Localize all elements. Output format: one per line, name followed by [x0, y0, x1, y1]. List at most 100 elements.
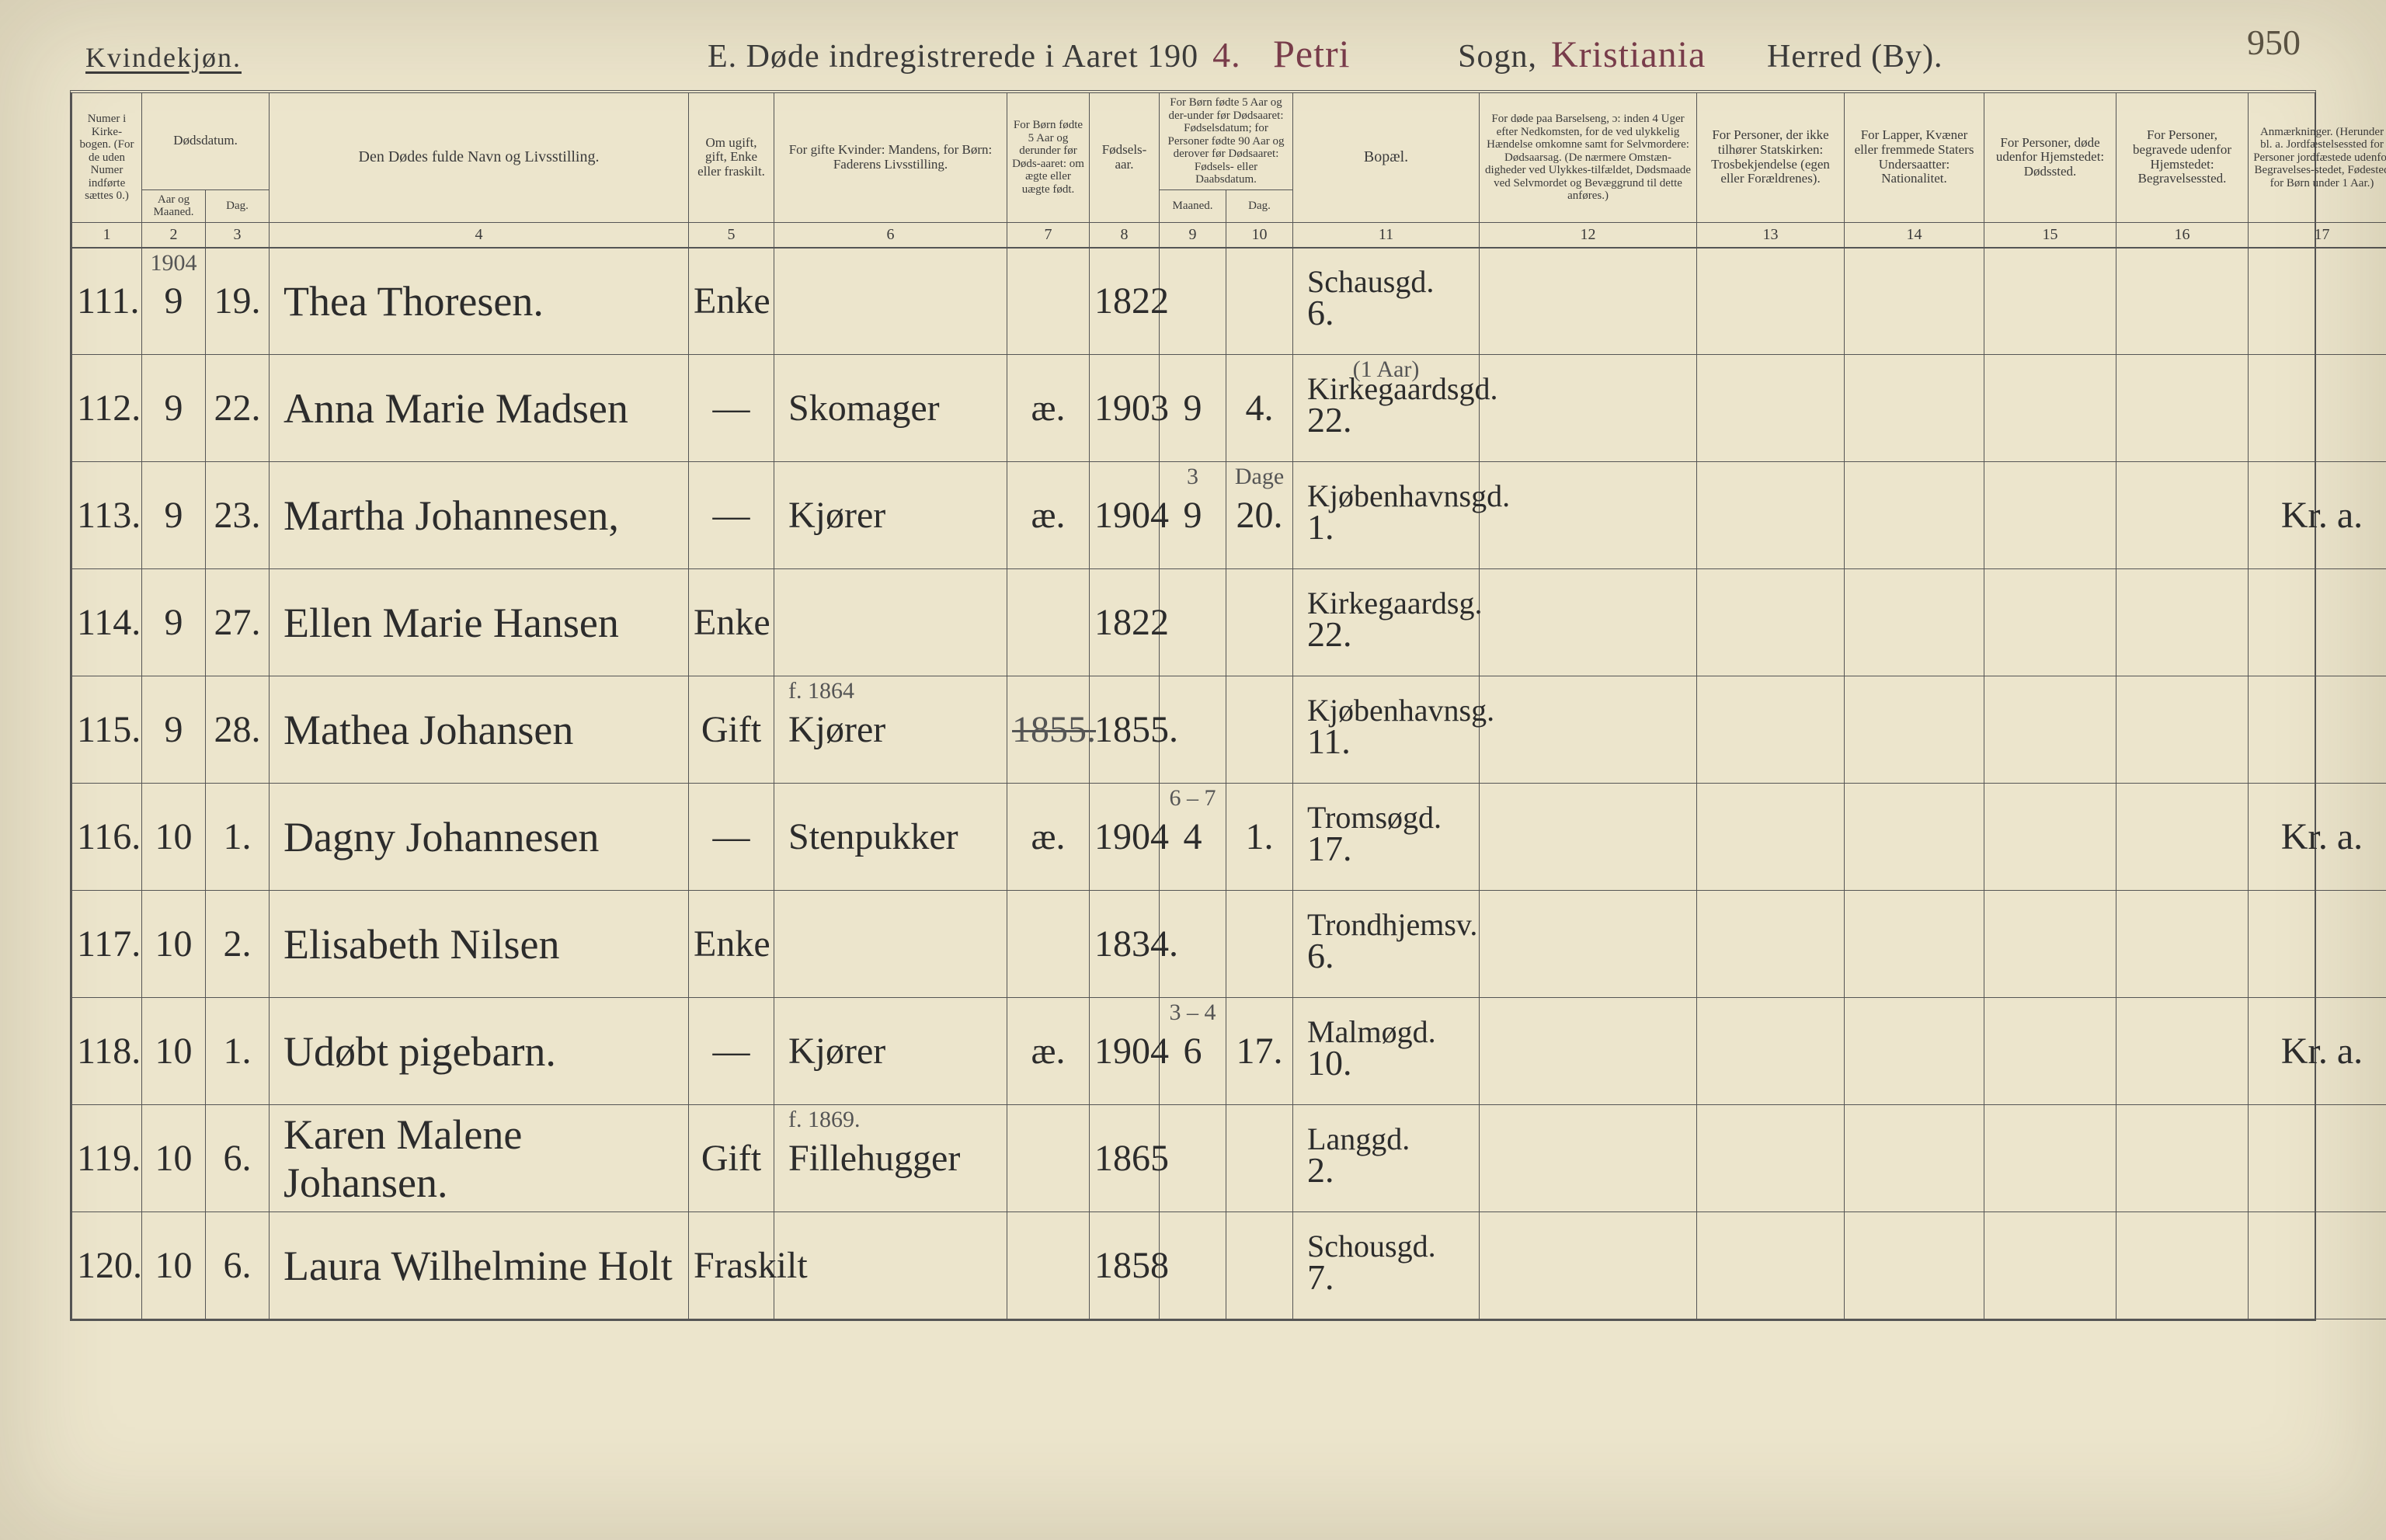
col-12-header: For døde paa Barselseng, ɔ: inden 4 Uger… [1480, 93, 1697, 222]
cell-birth-day [1226, 891, 1293, 998]
cell-residence: Kirkegaardsg.22. [1293, 569, 1480, 676]
cell-birth-year: 1904 [1090, 998, 1160, 1105]
cell-civil: Enke [689, 248, 774, 355]
cell-legitimacy: æ. [1007, 998, 1090, 1105]
cell-name: Elisabeth Nilsen [270, 891, 689, 998]
cell-day: 19. [206, 248, 270, 355]
cell-cause [1480, 676, 1697, 784]
cell-residence: Kjøbenhavnsgd.1. [1293, 462, 1480, 569]
col-14-header: For Lapper, Kvæner eller fremmede Stater… [1845, 93, 1984, 222]
cell-name: Udøbt pigebarn. [270, 998, 689, 1105]
cell-cause [1480, 462, 1697, 569]
cell-birth-year: 1822 [1090, 248, 1160, 355]
col-9-header: Maaned. [1160, 189, 1226, 222]
cell-deathplace [1984, 891, 2116, 998]
table-row: 119.106.Karen Malene Johansen.Giftf. 186… [72, 1105, 2386, 1212]
cell-month: 10 [142, 998, 206, 1105]
colnum: 13 [1697, 222, 1845, 248]
cell-remarks [2249, 569, 2386, 676]
cell-num: 115. [72, 676, 142, 784]
cell-day: 27. [206, 569, 270, 676]
ledger-page: 950 Kvindekjøn. E. Døde indregistrerede … [0, 0, 2386, 1540]
cell-nationality [1845, 676, 1984, 784]
sogn-label: Sogn, [1458, 38, 1537, 75]
cell-faith [1697, 569, 1845, 676]
cell-birth-day: Dage20. [1226, 462, 1293, 569]
cell-month: 10 [142, 891, 206, 998]
title-line: E. Døde indregistrerede i Aaret 1904. Pe… [708, 31, 1943, 76]
cell-month: 9 [142, 676, 206, 784]
colnum: 16 [2116, 222, 2249, 248]
cell-birth-year: 1822 [1090, 569, 1160, 676]
cell-month: 10 [142, 1105, 206, 1212]
cell-remarks [2249, 891, 2386, 998]
cell-cause [1480, 248, 1697, 355]
col-4-header: Den Dødes fulde Navn og Livsstilling. [270, 93, 689, 222]
cell-burialplace [2116, 1105, 2249, 1212]
cell-nationality [1845, 1212, 1984, 1319]
col-1-header: Numer i Kirke-bogen. (For de uden Numer … [72, 93, 142, 222]
colnum: 11 [1293, 222, 1480, 248]
cell-name: Martha Johannesen, [270, 462, 689, 569]
cell-legitimacy: æ. [1007, 784, 1090, 891]
cell-burialplace [2116, 784, 2249, 891]
cell-num: 114. [72, 569, 142, 676]
cell-burialplace [2116, 891, 2249, 998]
herred-label: Herred (By). [1767, 38, 1943, 75]
cell-month: 9 [142, 569, 206, 676]
cell-civil: Gift [689, 1105, 774, 1212]
cell-remarks [2249, 676, 2386, 784]
cell-legitimacy: æ. [1007, 462, 1090, 569]
table-row: 112.922.Anna Marie Madsen—Skomageræ.1903… [72, 355, 2386, 462]
cell-civil: — [689, 998, 774, 1105]
cell-birth-year: 1855. [1090, 676, 1160, 784]
cell-num: 117. [72, 891, 142, 998]
table-row: 117.102.Elisabeth NilsenEnke1834.Trondhj… [72, 891, 2386, 998]
cell-num: 112. [72, 355, 142, 462]
cell-num: 120. [72, 1212, 142, 1319]
cell-birth-day: 1. [1226, 784, 1293, 891]
col-2a-header: Aar og Maaned. [142, 189, 206, 222]
cell-remarks [2249, 355, 2386, 462]
cell-birth-month: 3 – 46 [1160, 998, 1226, 1105]
cell-faith [1697, 355, 1845, 462]
cell-residence: Kjøbenhavnsg.11. [1293, 676, 1480, 784]
cell-deathplace [1984, 1212, 2116, 1319]
cell-burialplace [2116, 355, 2249, 462]
cell-legitimacy [1007, 891, 1090, 998]
cell-day: 22. [206, 355, 270, 462]
colnum: 15 [1984, 222, 2116, 248]
table-row: 113.923.Martha Johannesen,—Kjøreræ.19043… [72, 462, 2386, 569]
cell-name: Dagny Johannesen [270, 784, 689, 891]
cell-birth-month [1160, 891, 1226, 998]
cell-num: 118. [72, 998, 142, 1105]
colnum: 17 [2249, 222, 2386, 248]
cell-nationality [1845, 248, 1984, 355]
col-10-header: Dag. [1226, 189, 1293, 222]
cell-burialplace [2116, 998, 2249, 1105]
table-row: 116.101.Dagny Johannesen—Stenpukkeræ.190… [72, 784, 2386, 891]
cell-occupation: f. 1864Kjører [774, 676, 1007, 784]
cell-birth-year: 1903 [1090, 355, 1160, 462]
cell-deathplace [1984, 676, 2116, 784]
col-9-10-header: For Børn fødte 5 Aar og der-under før Dø… [1160, 93, 1293, 189]
col-16-header: For Personer, begravede udenfor Hjemsted… [2116, 93, 2249, 222]
herred-name: Kristiania [1551, 33, 1753, 76]
table-body: 111.1904919.Thea Thoresen.Enke1822Schaus… [72, 248, 2386, 1319]
cell-nationality [1845, 462, 1984, 569]
cell-month: 9 [142, 462, 206, 569]
cell-remarks: Kr. a. [2249, 784, 2386, 891]
cell-birth-month [1160, 1212, 1226, 1319]
cell-burialplace [2116, 676, 2249, 784]
cell-faith [1697, 784, 1845, 891]
cell-num: 119. [72, 1105, 142, 1212]
cell-remarks: Kr. a. [2249, 998, 2386, 1105]
cell-legitimacy [1007, 569, 1090, 676]
cell-faith [1697, 1105, 1845, 1212]
cell-nationality [1845, 1105, 1984, 1212]
cell-cause [1480, 891, 1697, 998]
cell-name: Thea Thoresen. [270, 248, 689, 355]
col-5-header: Om ugift, gift, Enke eller fraskilt. [689, 93, 774, 222]
cell-residence: Trondhjemsv.6. [1293, 891, 1480, 998]
colnum: 10 [1226, 222, 1293, 248]
